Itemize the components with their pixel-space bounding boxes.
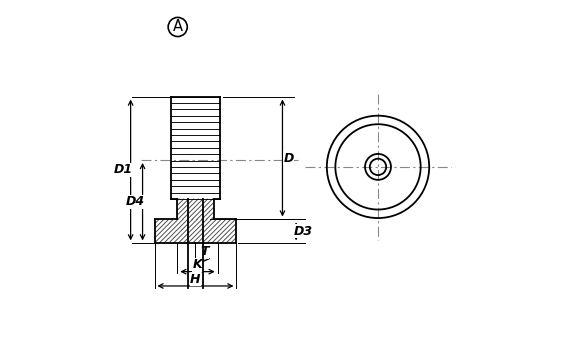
Text: K: K [193, 258, 203, 271]
Text: D4: D4 [126, 195, 144, 208]
Text: T: T [200, 245, 208, 258]
Text: A: A [173, 20, 183, 34]
Text: H: H [190, 273, 201, 286]
Text: D: D [283, 151, 294, 164]
Text: D3: D3 [293, 225, 313, 238]
Text: D1: D1 [113, 163, 133, 176]
